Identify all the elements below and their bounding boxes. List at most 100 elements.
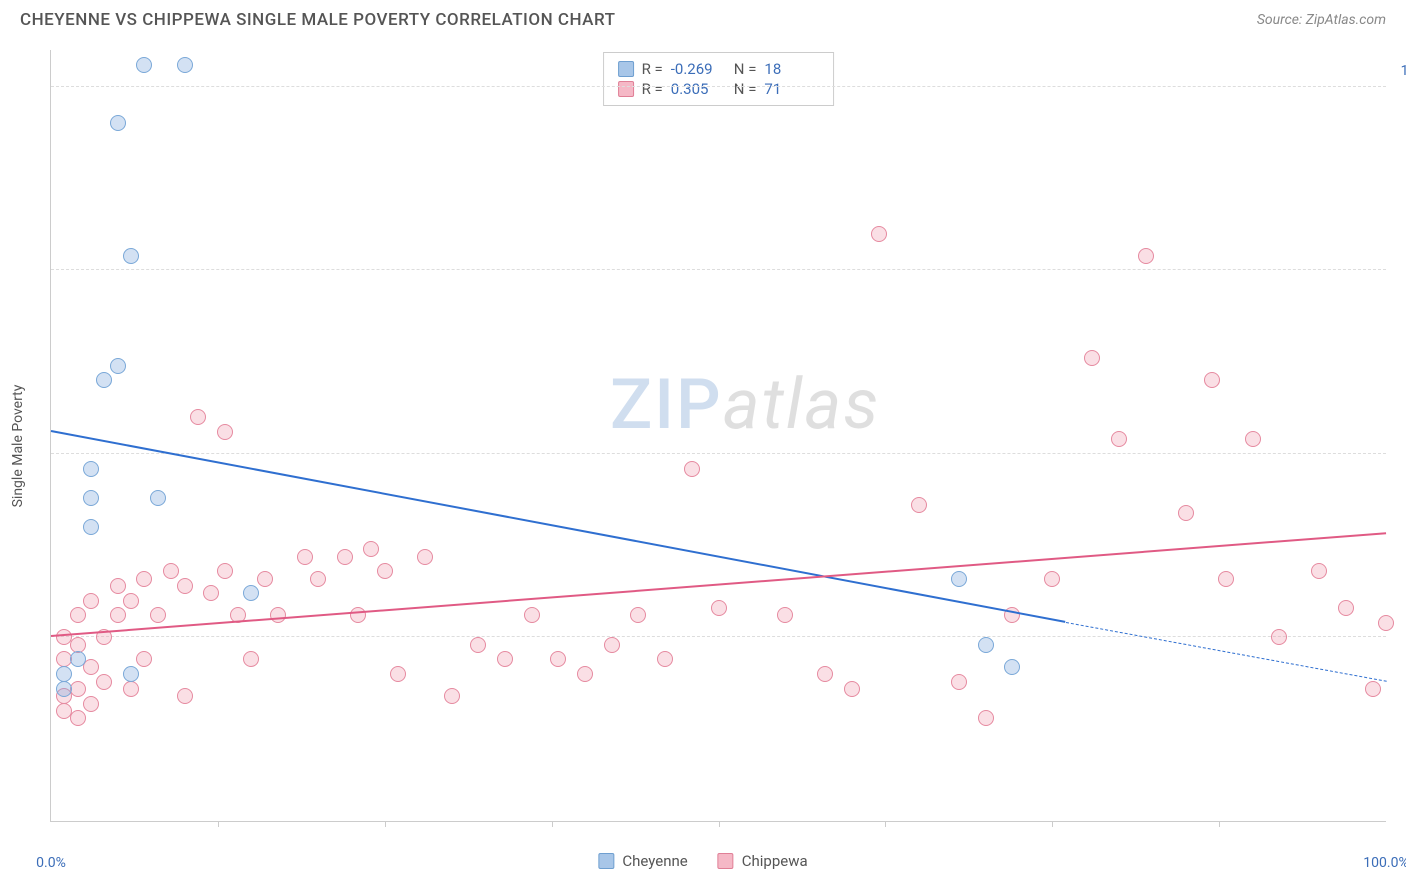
data-point-chippewa[interactable] — [203, 585, 219, 601]
data-point-chippewa[interactable] — [577, 666, 593, 682]
data-point-chippewa[interactable] — [657, 651, 673, 667]
data-point-chippewa[interactable] — [817, 666, 833, 682]
data-point-chippewa[interactable] — [604, 637, 620, 653]
data-point-chippewa[interactable] — [1044, 571, 1060, 587]
r-label: R = — [642, 80, 663, 98]
data-point-cheyenne[interactable] — [123, 666, 139, 682]
data-point-chippewa[interactable] — [83, 593, 99, 609]
data-point-cheyenne[interactable] — [951, 571, 967, 587]
stats-row-chippewa: R = 0.305 N = 71 — [618, 79, 820, 99]
data-point-chippewa[interactable] — [136, 651, 152, 667]
data-point-chippewa[interactable] — [1084, 350, 1100, 366]
data-point-cheyenne[interactable] — [83, 490, 99, 506]
x-tick — [885, 821, 886, 827]
data-point-chippewa[interactable] — [70, 637, 86, 653]
data-point-cheyenne[interactable] — [110, 115, 126, 131]
data-point-chippewa[interactable] — [550, 651, 566, 667]
watermark: ZIPatlas — [610, 364, 880, 446]
data-point-chippewa[interactable] — [871, 226, 887, 242]
data-point-chippewa[interactable] — [217, 563, 233, 579]
data-point-chippewa[interactable] — [470, 637, 486, 653]
data-point-cheyenne[interactable] — [177, 57, 193, 73]
data-point-chippewa[interactable] — [1245, 431, 1261, 447]
data-point-chippewa[interactable] — [390, 666, 406, 682]
data-point-chippewa[interactable] — [350, 607, 366, 623]
n-label: N = — [734, 60, 757, 78]
data-point-chippewa[interactable] — [524, 607, 540, 623]
data-point-chippewa[interactable] — [96, 674, 112, 690]
chart-title: CHEYENNE VS CHIPPEWA SINGLE MALE POVERTY… — [20, 10, 615, 30]
source-attribution: Source: ZipAtlas.com — [1257, 12, 1386, 28]
data-point-chippewa[interactable] — [110, 607, 126, 623]
cheyenne-swatch-icon — [618, 61, 634, 77]
data-point-chippewa[interactable] — [1338, 600, 1354, 616]
data-point-chippewa[interactable] — [310, 571, 326, 587]
data-point-chippewa[interactable] — [243, 651, 259, 667]
data-point-cheyenne[interactable] — [150, 490, 166, 506]
legend-item-cheyenne[interactable]: Cheyenne — [598, 852, 687, 870]
legend-label: Cheyenne — [622, 852, 687, 870]
data-point-chippewa[interactable] — [497, 651, 513, 667]
data-point-cheyenne[interactable] — [136, 57, 152, 73]
data-point-chippewa[interactable] — [83, 696, 99, 712]
legend-item-chippewa[interactable]: Chippewa — [718, 852, 808, 870]
data-point-cheyenne[interactable] — [1004, 659, 1020, 675]
data-point-cheyenne[interactable] — [70, 651, 86, 667]
gridline — [51, 86, 1386, 87]
data-point-chippewa[interactable] — [163, 563, 179, 579]
data-point-chippewa[interactable] — [777, 607, 793, 623]
x-tick — [218, 821, 219, 827]
source-prefix: Source: — [1257, 12, 1306, 28]
data-point-chippewa[interactable] — [70, 710, 86, 726]
data-point-chippewa[interactable] — [1218, 571, 1234, 587]
data-point-chippewa[interactable] — [270, 607, 286, 623]
data-point-chippewa[interactable] — [123, 681, 139, 697]
data-point-chippewa[interactable] — [217, 424, 233, 440]
data-point-cheyenne[interactable] — [978, 637, 994, 653]
data-point-cheyenne[interactable] — [56, 666, 72, 682]
data-point-chippewa[interactable] — [1138, 248, 1154, 264]
data-point-cheyenne[interactable] — [243, 585, 259, 601]
legend: Cheyenne Chippewa — [598, 852, 807, 870]
n-label: N = — [734, 80, 757, 98]
data-point-cheyenne[interactable] — [123, 248, 139, 264]
data-point-chippewa[interactable] — [951, 674, 967, 690]
data-point-chippewa[interactable] — [177, 688, 193, 704]
data-point-chippewa[interactable] — [978, 710, 994, 726]
data-point-chippewa[interactable] — [1271, 629, 1287, 645]
source-name: ZipAtlas.com — [1306, 12, 1386, 28]
data-point-chippewa[interactable] — [684, 461, 700, 477]
data-point-chippewa[interactable] — [630, 607, 646, 623]
data-point-cheyenne[interactable] — [56, 681, 72, 697]
data-point-cheyenne[interactable] — [83, 461, 99, 477]
data-point-chippewa[interactable] — [177, 578, 193, 594]
data-point-chippewa[interactable] — [1111, 431, 1127, 447]
data-point-chippewa[interactable] — [363, 541, 379, 557]
data-point-chippewa[interactable] — [136, 571, 152, 587]
data-point-chippewa[interactable] — [417, 549, 433, 565]
data-point-chippewa[interactable] — [911, 497, 927, 513]
data-point-chippewa[interactable] — [1311, 563, 1327, 579]
data-point-chippewa[interactable] — [337, 549, 353, 565]
data-point-chippewa[interactable] — [257, 571, 273, 587]
correlation-stats-box: R = -0.269 N = 18 R = 0.305 N = 71 — [603, 52, 835, 106]
data-point-chippewa[interactable] — [1204, 372, 1220, 388]
data-point-cheyenne[interactable] — [110, 358, 126, 374]
data-point-chippewa[interactable] — [150, 607, 166, 623]
data-point-chippewa[interactable] — [377, 563, 393, 579]
data-point-chippewa[interactable] — [297, 549, 313, 565]
data-point-chippewa[interactable] — [70, 607, 86, 623]
data-point-chippewa[interactable] — [711, 600, 727, 616]
x-tick — [1052, 821, 1053, 827]
data-point-chippewa[interactable] — [110, 578, 126, 594]
data-point-chippewa[interactable] — [1378, 615, 1394, 631]
data-point-chippewa[interactable] — [844, 681, 860, 697]
data-point-cheyenne[interactable] — [83, 519, 99, 535]
data-point-chippewa[interactable] — [1178, 505, 1194, 521]
data-point-chippewa[interactable] — [444, 688, 460, 704]
data-point-chippewa[interactable] — [123, 593, 139, 609]
data-point-chippewa[interactable] — [190, 409, 206, 425]
data-point-cheyenne[interactable] — [96, 372, 112, 388]
chippewa-n-value: 71 — [764, 80, 819, 98]
data-point-chippewa[interactable] — [1365, 681, 1381, 697]
